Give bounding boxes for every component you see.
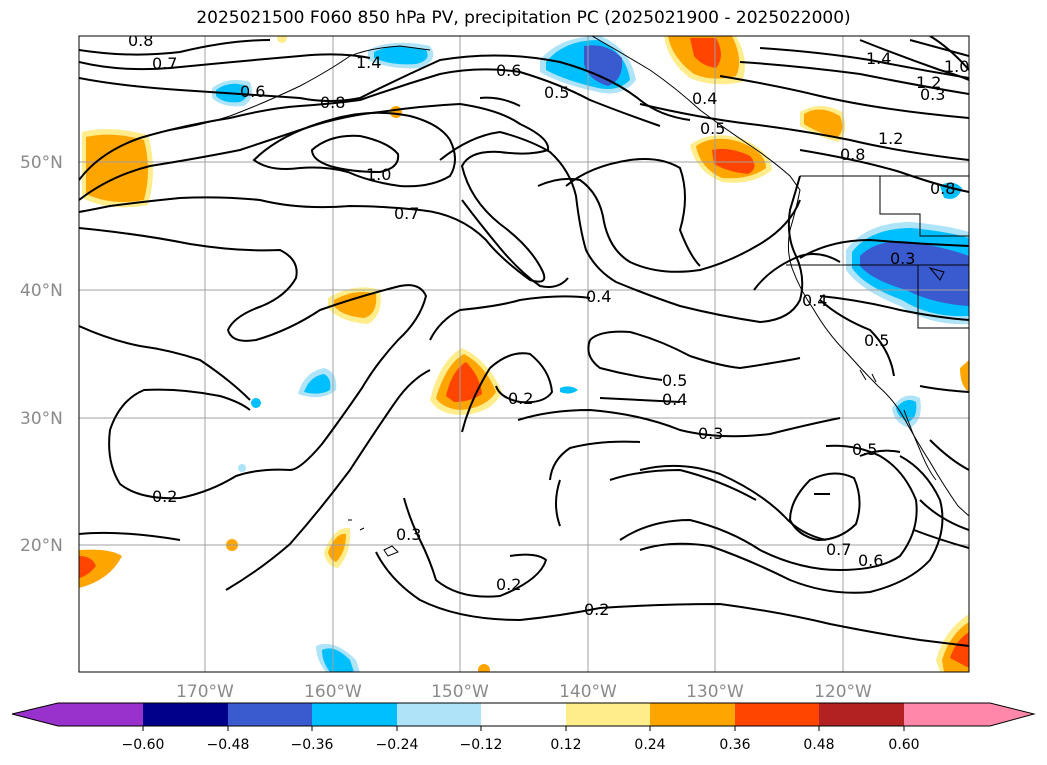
colorbar-bin xyxy=(650,703,735,726)
contour-label: 1.2 xyxy=(878,129,903,148)
contour-label: 1.0 xyxy=(366,165,391,184)
contour-label: 1.2 xyxy=(916,73,941,92)
precip-positive-region xyxy=(960,360,969,392)
pv-contours xyxy=(79,36,969,647)
precip-negative-region xyxy=(251,398,261,408)
latitude-axis: 50°N 40°N 30°N 20°N xyxy=(20,153,63,556)
precip-shading xyxy=(79,36,969,672)
contour-label: 0.5 xyxy=(864,331,889,350)
colorbar: −0.60 −0.48 −0.36 −0.24 −0.12 0.12 0.24 … xyxy=(11,702,1036,753)
contour-label: 1.0 xyxy=(944,57,969,76)
colorbar-label: 0.24 xyxy=(634,737,665,753)
colorbar-bin xyxy=(397,703,481,726)
precip-negative-region xyxy=(304,374,331,394)
map-title: 2025021500 F060 850 hPa PV, precipitatio… xyxy=(196,8,851,28)
precip-negative-region xyxy=(584,45,623,86)
precip-positive-region xyxy=(804,109,843,138)
colorbar-label: −0.60 xyxy=(122,737,165,753)
precip-positive-region xyxy=(950,632,969,668)
lat-tick-label: 40°N xyxy=(20,281,63,301)
colorbar-extend-low xyxy=(12,703,143,726)
contour-label: 0.5 xyxy=(662,371,687,390)
lon-tick-label: 120°W xyxy=(814,682,872,702)
colorbar-label: 0.48 xyxy=(803,737,834,753)
contour-label: 0.8 xyxy=(840,145,865,164)
colorbar-label: −0.24 xyxy=(376,737,419,753)
colorbar-outline xyxy=(11,702,1036,727)
coastlines xyxy=(159,36,969,557)
contour-label: 0.8 xyxy=(128,31,153,50)
contour-label: 0.5 xyxy=(700,119,725,138)
colorbar-bin xyxy=(481,703,566,726)
colorbar-label: −0.36 xyxy=(291,737,334,753)
contour-label: 0.7 xyxy=(152,54,177,73)
lon-tick-label: 170°W xyxy=(176,682,234,702)
lat-tick-label: 50°N xyxy=(20,153,63,173)
precip-positive-region xyxy=(478,664,490,672)
colorbar-label: 0.36 xyxy=(719,737,750,753)
contour-label: 0.4 xyxy=(662,390,687,409)
colorbar-ticks xyxy=(142,726,905,731)
precip-positive-region xyxy=(712,148,755,174)
lon-tick-label: 150°W xyxy=(431,682,489,702)
precip-positive-region xyxy=(334,292,377,318)
contour-label: 1.4 xyxy=(356,53,381,72)
colorbar-bin xyxy=(312,703,397,726)
contour-label: 0.3 xyxy=(920,85,945,104)
colorbar-bin xyxy=(143,703,228,726)
colorbar-bin xyxy=(228,703,312,726)
contour-label: 0.8 xyxy=(320,93,345,112)
precip-negative-region xyxy=(374,46,428,65)
colorbar-extend-high xyxy=(904,703,1034,726)
colorbar-label: −0.48 xyxy=(207,737,250,753)
precip-positive-region xyxy=(390,106,402,118)
longitude-axis: 170°W 160°W 150°W 140°W 130°W 120°W xyxy=(176,682,872,702)
precip-negative-region xyxy=(322,648,354,672)
contour-label: 0.3 xyxy=(698,424,723,443)
colorbar-label: 0.12 xyxy=(550,737,581,753)
contour-label: 0.2 xyxy=(584,600,609,619)
lat-tick-label: 30°N xyxy=(20,409,63,429)
colorbar-bin xyxy=(566,703,650,726)
map-frame xyxy=(78,35,970,673)
colorbar-label: 0.60 xyxy=(888,737,919,753)
precip-negative-region xyxy=(560,386,578,394)
colorbar-bin xyxy=(819,703,904,726)
colorbar-label: −0.12 xyxy=(460,737,503,753)
contour-label: 0.2 xyxy=(152,487,177,506)
contour-label: 0.2 xyxy=(496,575,521,594)
contour-label: 0.3 xyxy=(396,525,421,544)
precip-positive-region xyxy=(79,556,96,578)
precip-negative-region xyxy=(238,464,246,472)
lat-tick-label: 20°N xyxy=(20,536,63,556)
contour-label: 0.3 xyxy=(890,249,915,268)
contour-label: 0.6 xyxy=(858,551,883,570)
contour-label: 0.7 xyxy=(394,204,419,223)
contour-label: 0.6 xyxy=(240,82,265,101)
contour-label: 0.4 xyxy=(692,89,717,108)
colorbar-bin xyxy=(735,703,819,726)
precip-positive-region xyxy=(277,36,287,43)
contour-label: 0.5 xyxy=(852,440,877,459)
precip-positive-region xyxy=(446,362,482,402)
contour-label: 0.2 xyxy=(508,389,533,408)
contour-label: 1.4 xyxy=(866,49,891,68)
contour-label: 0.8 xyxy=(930,179,955,198)
lon-tick-label: 130°W xyxy=(686,682,744,702)
contour-labels: 0.8 0.7 0.6 0.8 1.4 0.6 0.5 0.4 0.5 1.4 … xyxy=(128,31,969,619)
map-grid xyxy=(79,36,969,672)
lon-tick-label: 160°W xyxy=(304,682,362,702)
contour-label: 0.4 xyxy=(586,287,611,306)
precip-negative-region xyxy=(896,400,917,422)
precip-positive-region xyxy=(690,38,721,68)
lon-tick-label: 140°W xyxy=(559,682,617,702)
contour-label: 0.4 xyxy=(802,291,827,310)
contour-label: 0.5 xyxy=(544,83,569,102)
contour-label: 0.6 xyxy=(496,61,521,80)
contour-label: 0.7 xyxy=(826,540,851,559)
